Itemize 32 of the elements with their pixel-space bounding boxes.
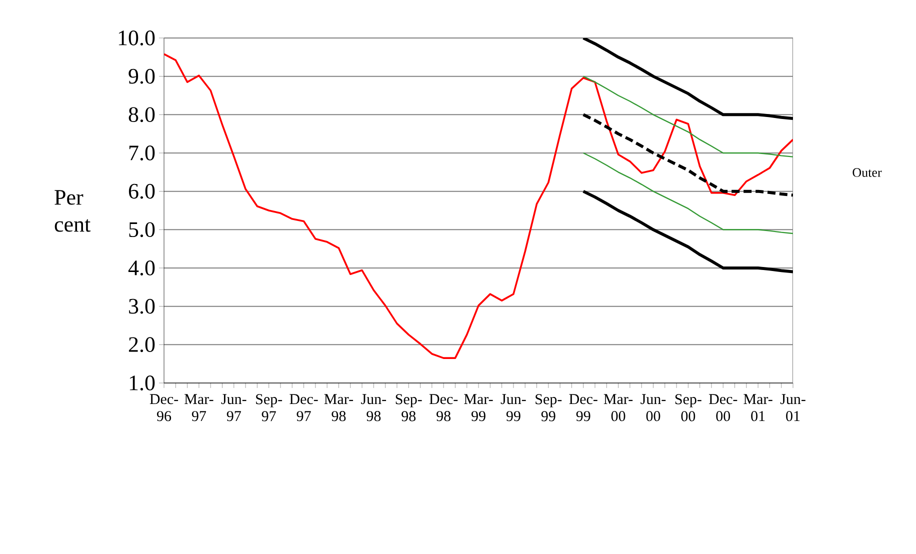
y-tick-label: 8.0 — [128, 107, 155, 122]
y-tick-label: 9.0 — [128, 68, 155, 84]
y-tick-label: 4.0 — [128, 260, 155, 276]
y-axis-title: Per cent — [54, 190, 91, 232]
line-series — [164, 53, 794, 359]
x-tick-label: Jun-00 — [640, 394, 666, 422]
x-tick-label: Dec-98 — [429, 394, 458, 422]
x-tick-label: Dec-99 — [569, 394, 598, 422]
x-tick-label: Mar-01 — [744, 394, 772, 422]
x-tick-label: Dec-96 — [150, 394, 178, 422]
y-tick-label: 1.0 — [130, 376, 155, 390]
y-tick-label: 7.0 — [129, 146, 155, 160]
x-tick-label: Mar-98 — [324, 394, 354, 422]
x-tick-label: Jun-98 — [361, 394, 386, 422]
x-tick-label: Sep-98 — [396, 394, 422, 422]
y-tick-label: 10.0 — [118, 30, 155, 46]
x-tick-label: Dec-00 — [708, 394, 738, 422]
x-tick-label: Sep-97 — [256, 394, 282, 422]
x-tick-label: Jun-01 — [780, 394, 806, 422]
y-tick-label: 2.0 — [128, 337, 155, 352]
x-tick-label: Mar-99 — [464, 394, 493, 422]
x-tick-label: Mar-00 — [604, 394, 633, 422]
x-tick-label: Jun-97 — [221, 394, 246, 422]
y-tick-label: 3.0 — [129, 298, 155, 314]
x-tick-label: Dec-97 — [290, 394, 318, 422]
text: Outer — [852, 168, 882, 177]
x-tick-label: Sep-00 — [675, 394, 702, 422]
x-tick-label: Sep-99 — [536, 394, 562, 422]
x-tick-label: Mar-97 — [184, 394, 214, 422]
y-tick-label: 6.0 — [128, 184, 155, 199]
x-tick-label: Jun-99 — [500, 394, 526, 422]
y-tick-label: 5.0 — [129, 222, 155, 238]
